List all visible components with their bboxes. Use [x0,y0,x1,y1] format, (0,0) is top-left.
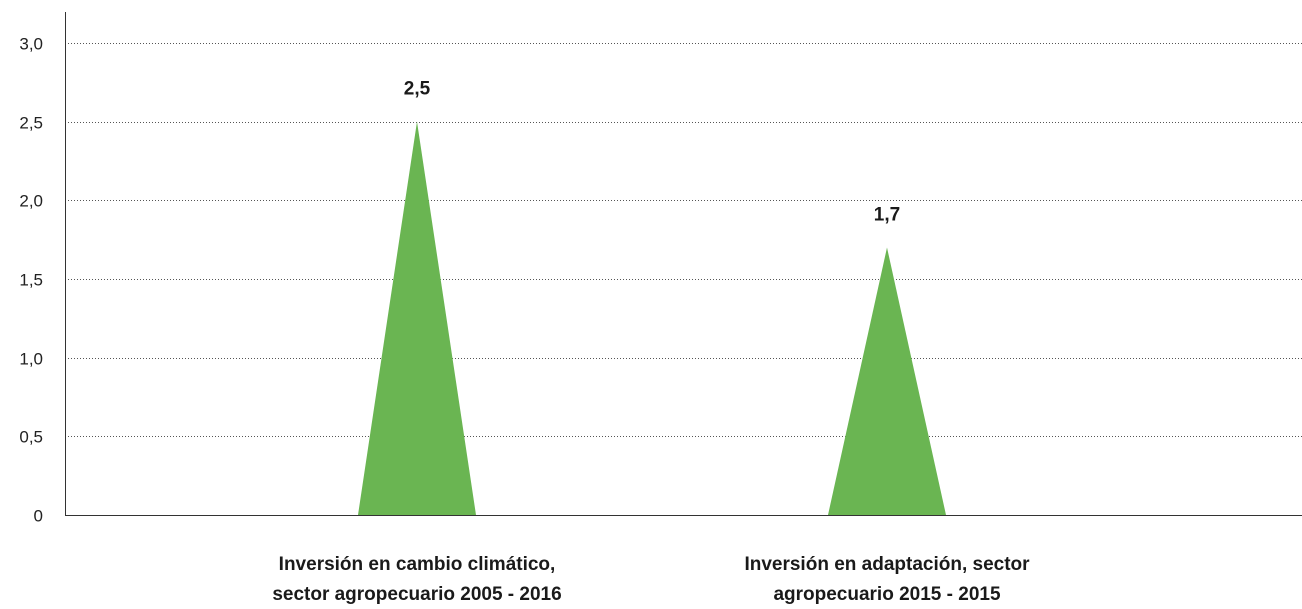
y-tick-label: 3,0 [19,35,43,54]
data-label-1: 2,5 [404,79,431,100]
bar-1 [358,121,476,516]
axes [65,12,1302,516]
x-category-label-2: Inversión en adaptación, sector agropecua… [744,554,1030,605]
x-category-line: Inversión en adaptación, sector [744,554,1030,575]
x-category-line: Inversión en cambio climático, [279,554,556,575]
x-category-label-1: Inversión en cambio climático, sector agr… [272,554,561,605]
gridlines [65,43,1302,437]
y-tick-label: 1,0 [19,350,43,369]
x-axis-categories: Inversión en cambio climático, sector agr… [272,554,1030,605]
y-tick-label: 2,0 [19,192,43,211]
x-category-line: agropecuario 2015 - 2015 [773,584,1000,605]
x-category-line: sector agropecuario 2005 - 2016 [272,584,561,605]
y-axis-ticks: 0 0,5 1,0 1,5 2,0 2,5 3,0 [19,35,43,526]
data-labels: 2,5 1,7 [404,79,900,226]
bar-2 [828,247,946,516]
bars [358,121,946,516]
y-tick-label: 0,5 [19,428,43,447]
y-tick-label: 1,5 [19,271,43,290]
data-label-2: 1,7 [874,205,900,226]
y-tick-label: 0 [34,507,43,526]
y-tick-label: 2,5 [19,114,43,133]
